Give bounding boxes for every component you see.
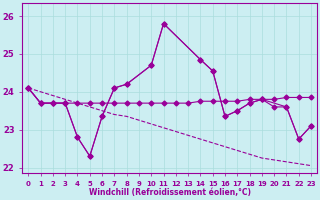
X-axis label: Windchill (Refroidissement éolien,°C): Windchill (Refroidissement éolien,°C)	[89, 188, 251, 197]
